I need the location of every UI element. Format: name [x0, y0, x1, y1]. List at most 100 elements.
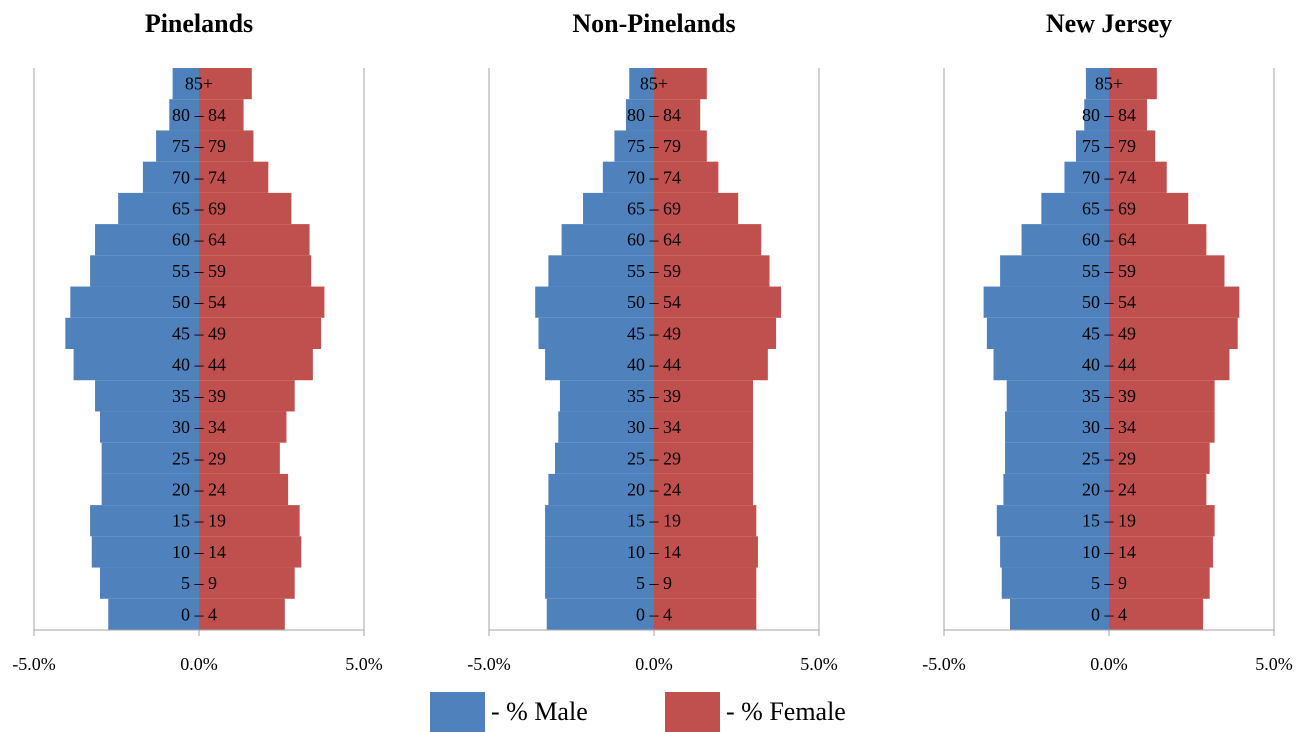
pyramid-charts: Pinelands -5.0% 0.0% 5.0% 0 – 4 5 – 9 10 – 14 1…: [12, 9, 1293, 674]
age-group-label: 65 – 69: [627, 199, 681, 219]
bar-female: [654, 317, 777, 349]
bar-female: [654, 598, 757, 630]
x-tick-label: -5.0%: [12, 654, 56, 674]
bar-female: [199, 68, 252, 100]
x-tick-label: 5.0%: [800, 654, 838, 674]
bar-female: [654, 68, 707, 100]
age-group-label: 45 – 49: [172, 323, 226, 343]
bar-male: [602, 161, 654, 193]
bar-male: [555, 442, 654, 474]
bar-male: [100, 411, 199, 443]
bar-male: [546, 598, 654, 630]
chart-title: New Jersey: [1046, 9, 1172, 38]
bar-male: [996, 505, 1109, 537]
bar-male: [1005, 442, 1109, 474]
bar-female: [1109, 255, 1225, 287]
bar-female: [654, 99, 701, 131]
age-group-label: 55 – 59: [172, 261, 226, 281]
bar-female: [1109, 286, 1240, 318]
bar-female: [199, 598, 285, 630]
bar-female: [654, 567, 757, 599]
bar-male: [538, 317, 654, 349]
bar-male: [70, 286, 199, 318]
bar-male: [1010, 598, 1109, 630]
chart-panel: Pinelands -5.0% 0.0% 5.0% 0 – 4 5 – 9 10 – 14 1…: [12, 9, 383, 674]
age-group-label: 85+: [1095, 74, 1123, 94]
bar-male: [1003, 473, 1109, 506]
bar-female: [199, 567, 295, 599]
age-group-label: 75 – 79: [172, 136, 226, 156]
age-group-label: 35 – 39: [1082, 386, 1136, 406]
bar-female: [199, 411, 287, 443]
bar-female: [654, 224, 762, 256]
bar-female: [199, 505, 300, 537]
age-group-label: 55 – 59: [1082, 261, 1136, 281]
age-group-label: 50 – 54: [172, 292, 226, 312]
bar-male: [1064, 161, 1109, 193]
bar-female: [1109, 473, 1207, 506]
bar-female: [199, 161, 269, 193]
bar-female: [654, 286, 782, 318]
age-group-label: 25 – 29: [172, 448, 226, 468]
legend-item-male: - % Male: [430, 692, 588, 732]
age-group-label: 60 – 64: [1082, 230, 1136, 250]
bar-male: [993, 349, 1109, 381]
age-group-label: 30 – 34: [1082, 417, 1136, 437]
bar-female: [1109, 130, 1156, 162]
age-group-label: 60 – 64: [627, 230, 681, 250]
bar-male: [545, 349, 654, 381]
bar-female: [654, 349, 768, 381]
bar-female: [1109, 224, 1207, 256]
bar-female: [1109, 349, 1230, 381]
age-group-label: 60 – 64: [172, 230, 226, 250]
age-group-label: 10 – 14: [1082, 542, 1136, 562]
bar-male: [169, 99, 199, 131]
age-group-label: 40 – 44: [172, 355, 226, 375]
bar-male: [95, 224, 199, 256]
bar-male: [545, 505, 654, 537]
age-group-label: 55 – 59: [627, 261, 681, 281]
age-group-label: 50 – 54: [1082, 292, 1136, 312]
bar-male: [1085, 68, 1109, 100]
bar-male: [983, 286, 1109, 318]
legend-label-female: - % Female: [726, 697, 846, 726]
bar-male: [545, 567, 654, 599]
age-group-label: 5 – 9: [181, 573, 217, 593]
bar-female: [1109, 567, 1210, 599]
bar-female: [199, 286, 325, 318]
bar-male: [614, 130, 654, 162]
bar-male: [1041, 192, 1109, 225]
x-tick-label: 0.0%: [1090, 654, 1128, 674]
bar-female: [1109, 317, 1238, 349]
bar-male: [1000, 536, 1109, 568]
bar-male: [91, 536, 199, 568]
bar-male: [90, 255, 199, 287]
bar-male: [629, 68, 654, 100]
legend: - % Male - % Female: [430, 692, 890, 732]
bar-female: [654, 255, 770, 287]
bar-female: [1109, 598, 1204, 630]
bar-male: [548, 255, 654, 287]
bar-female: [654, 130, 707, 162]
bar-male: [1076, 130, 1109, 162]
bar-male: [1021, 224, 1109, 256]
legend-item-female: - % Female: [665, 692, 846, 732]
age-group-label: 25 – 29: [627, 448, 681, 468]
age-group-label: 80 – 84: [1082, 105, 1136, 125]
age-group-label: 75 – 79: [1082, 136, 1136, 156]
age-group-label: 5 – 9: [636, 573, 672, 593]
age-group-label: 0 – 4: [636, 604, 672, 624]
bar-female: [654, 473, 753, 506]
age-group-label: 80 – 84: [172, 105, 226, 125]
bar-female: [1109, 161, 1167, 193]
bar-female: [1109, 536, 1213, 568]
x-tick-label: 0.0%: [180, 654, 218, 674]
age-group-label: 35 – 39: [172, 386, 226, 406]
age-group-label: 10 – 14: [627, 542, 681, 562]
age-group-label: 0 – 4: [181, 604, 217, 624]
bar-female: [654, 505, 757, 537]
chart-title: Non-Pinelands: [572, 9, 735, 38]
bar-male: [90, 505, 199, 537]
x-tick-label: -5.0%: [922, 654, 966, 674]
bar-male: [156, 130, 199, 162]
